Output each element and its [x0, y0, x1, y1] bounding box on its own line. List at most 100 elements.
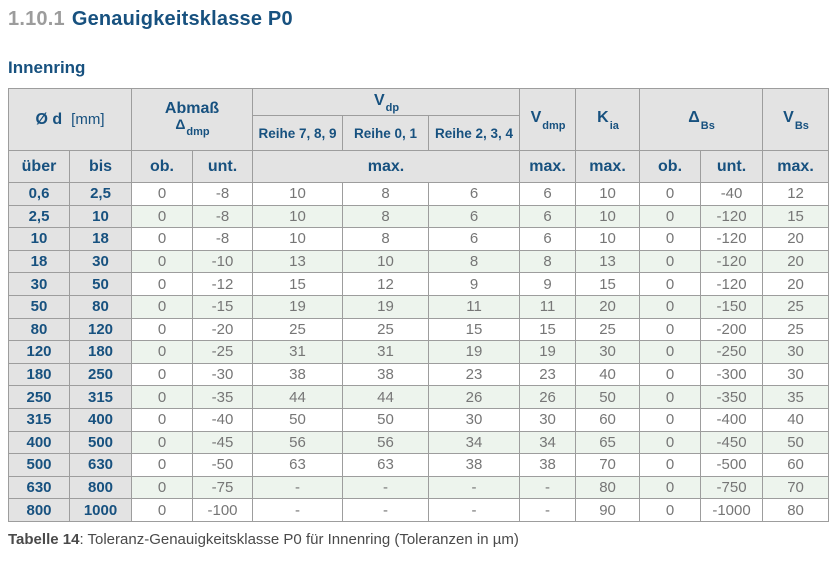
- table-row: 315 400 0 -40 50 50 30 30 60 0 -400 40: [8, 407, 830, 432]
- cell-abmass-ob: 0: [131, 317, 193, 342]
- table-header: Ø d [mm] Abmaß Δdmp Vdp Vdmp Kia ΔBs VBs …: [8, 88, 830, 183]
- cell-reihe234: 11: [428, 294, 521, 319]
- col-header-dbs: ΔBs: [639, 88, 764, 151]
- cell-kia: 20: [575, 294, 641, 319]
- sublabel-max-vdp: max.: [252, 150, 521, 183]
- cell-reihe234: 6: [428, 204, 521, 229]
- sublabel-ob: ob.: [131, 150, 193, 183]
- cell-vdmp: -: [519, 475, 577, 500]
- cell-reihe789: 44: [252, 385, 344, 409]
- page-title: 1.10.1 Genauigkeitsklasse P0: [8, 8, 828, 31]
- cell-bis: 120: [69, 317, 132, 342]
- cell-reihe234: 23: [428, 362, 521, 387]
- cell-ueber: 18: [8, 249, 70, 274]
- cell-vdmp: 26: [519, 385, 577, 409]
- cell-abmass-unt: -45: [191, 430, 254, 455]
- cell-ueber: 80: [8, 317, 70, 342]
- cell-dbs-unt: -400: [700, 407, 764, 432]
- subtitle-innenring: Innenring: [8, 58, 86, 77]
- cell-reihe234: 9: [428, 272, 521, 296]
- cell-bis: 80: [69, 294, 132, 319]
- cell-abmass-ob: 0: [131, 475, 193, 500]
- cell-vbs: 40: [762, 407, 830, 432]
- delta-subscript: dmp: [186, 125, 210, 138]
- sublabel-unt: unt.: [191, 150, 254, 183]
- cell-kia: 50: [575, 385, 641, 409]
- abmass-symbol: Δdmp: [134, 116, 250, 138]
- cell-vbs: 20: [762, 227, 830, 251]
- cell-abmass-unt: -30: [191, 362, 254, 387]
- vdp-subscript: dp: [385, 102, 400, 115]
- cell-reihe01: -: [342, 498, 430, 522]
- cell-bis: 1000: [69, 498, 132, 522]
- cell-kia: 65: [575, 430, 641, 455]
- header-row-reihe: Reihe 7, 8, 9 Reihe 0, 1 Reihe 2, 3, 4: [9, 115, 829, 151]
- cell-reihe789: -: [252, 475, 344, 500]
- cell-bis: 18: [69, 227, 132, 251]
- cell-reihe234: -: [428, 475, 521, 500]
- cell-vdmp: -: [519, 498, 577, 522]
- vbs-subscript: Bs: [794, 119, 809, 132]
- dbs-subscript: Bs: [700, 119, 715, 132]
- dbs-symbol: Δ: [688, 109, 700, 127]
- cell-dbs-ob: 0: [639, 453, 702, 477]
- cell-kia: 60: [575, 407, 641, 432]
- cell-abmass-unt: -100: [191, 498, 254, 522]
- cell-bis: 630: [69, 453, 132, 477]
- cell-bis: 400: [69, 407, 132, 432]
- cell-ueber: 2,5: [8, 204, 70, 229]
- delta-symbol: Δ: [175, 116, 186, 133]
- cell-abmass-ob: 0: [131, 453, 193, 477]
- col-header-reihe-789: Reihe 7, 8, 9: [252, 115, 344, 151]
- sublabel-ueber: über: [8, 150, 70, 183]
- cell-dbs-unt: -500: [700, 453, 764, 477]
- vdp-symbol: V: [373, 91, 385, 109]
- table-row: 10 18 0 -8 10 8 6 6 10 0 -120 20: [8, 227, 830, 251]
- cell-abmass-unt: -8: [191, 227, 254, 251]
- cell-abmass-ob: 0: [131, 362, 193, 387]
- cell-reihe01: 8: [342, 204, 430, 229]
- cell-dbs-ob: 0: [639, 430, 702, 455]
- cell-ueber: 315: [8, 407, 70, 432]
- cell-kia: 10: [575, 182, 641, 206]
- kia-symbol: K: [597, 109, 609, 127]
- table-body: 0,6 2,5 0 -8 10 8 6 6 10 0 -40 12 2,5 10 0 -8 10 8 6 6 10 0 -1…: [8, 182, 830, 522]
- cell-ueber: 500: [8, 453, 70, 477]
- cell-reihe234: 38: [428, 453, 521, 477]
- cell-ueber: 0,6: [8, 182, 70, 206]
- cell-dbs-ob: 0: [639, 340, 702, 364]
- cell-ueber: 180: [8, 362, 70, 387]
- cell-vbs: 30: [762, 362, 830, 387]
- cell-abmass-unt: -8: [191, 182, 254, 206]
- cell-dbs-ob: 0: [639, 272, 702, 296]
- cell-abmass-unt: -75: [191, 475, 254, 500]
- header-row-sublabels: über bis ob. unt. max. max. max. ob. unt…: [8, 150, 830, 183]
- col-header-diameter: Ø d [mm]: [8, 88, 132, 151]
- cell-vbs: 15: [762, 204, 830, 229]
- cell-dbs-unt: -120: [700, 227, 764, 251]
- table-row: 80 120 0 -20 25 25 15 15 25 0 -200 25: [8, 317, 830, 342]
- cell-abmass-unt: -50: [191, 453, 254, 477]
- cell-dbs-ob: 0: [639, 407, 702, 432]
- cell-abmass-ob: 0: [131, 407, 193, 432]
- col-header-abmass: Abmaß Δdmp: [130, 88, 254, 151]
- cell-bis: 180: [69, 340, 132, 364]
- cell-reihe01: 38: [342, 362, 430, 387]
- cell-reihe789: 25: [252, 317, 344, 342]
- table-row: 400 500 0 -45 56 56 34 34 65 0 -450 50: [8, 430, 830, 455]
- cell-reihe789: 50: [252, 407, 344, 432]
- cell-abmass-ob: 0: [131, 204, 193, 229]
- cell-vbs: 60: [762, 453, 830, 477]
- cell-bis: 500: [69, 430, 132, 455]
- cell-kia: 13: [575, 249, 641, 274]
- cell-reihe234: 34: [428, 430, 521, 455]
- cell-dbs-ob: 0: [639, 204, 702, 229]
- cell-reihe789: 15: [252, 272, 344, 296]
- cell-kia: 70: [575, 453, 641, 477]
- col-header-vdmp: Vdmp: [519, 88, 577, 151]
- vdmp-symbol: V: [530, 109, 542, 127]
- cell-ueber: 120: [8, 340, 70, 364]
- cell-vbs: 35: [762, 385, 830, 409]
- cell-vdmp: 19: [519, 340, 577, 364]
- cell-reihe234: 15: [428, 317, 521, 342]
